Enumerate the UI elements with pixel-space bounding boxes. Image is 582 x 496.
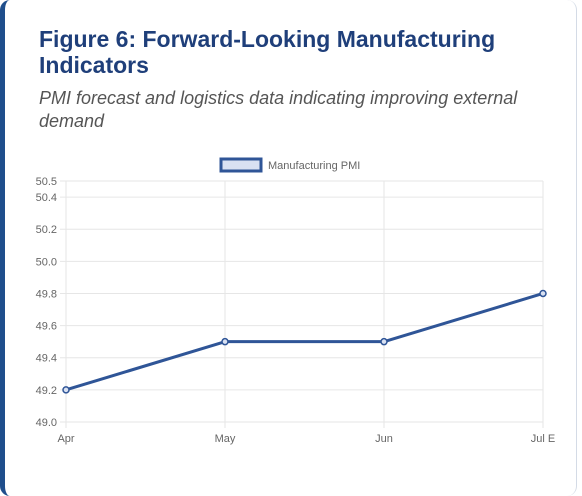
x-tick-label: Jun: [375, 433, 393, 445]
data-point: [62, 386, 70, 394]
y-tick-label: 50.2: [36, 224, 57, 236]
y-tick-label: 50.5: [36, 176, 57, 188]
series-line: [64, 291, 545, 392]
figure-subtitle: PMI forecast and logistics data indicati…: [39, 88, 518, 131]
figure-title: Figure 6: Forward-Looking Manufacturing …: [39, 26, 496, 78]
legend-label: Manufacturing PMI: [268, 160, 360, 172]
data-point: [221, 337, 229, 346]
y-tick-label: 49.0: [36, 417, 57, 429]
y-tick-label: 49.8: [36, 288, 57, 300]
x-tick-label: May: [215, 433, 236, 445]
y-tick-label: 50.0: [36, 256, 57, 268]
y-tick-label: 50.4: [36, 192, 57, 204]
y-tick-label: 49.2: [36, 385, 57, 397]
data-point: [380, 337, 388, 346]
data-point: [539, 289, 547, 298]
y-tick-label: 49.6: [36, 321, 57, 333]
x-tick-label: Apr: [57, 433, 74, 445]
legend-swatch: [219, 157, 263, 173]
y-tick-label: 49.4: [36, 353, 57, 365]
x-tick-label: Jul E: [531, 433, 555, 445]
